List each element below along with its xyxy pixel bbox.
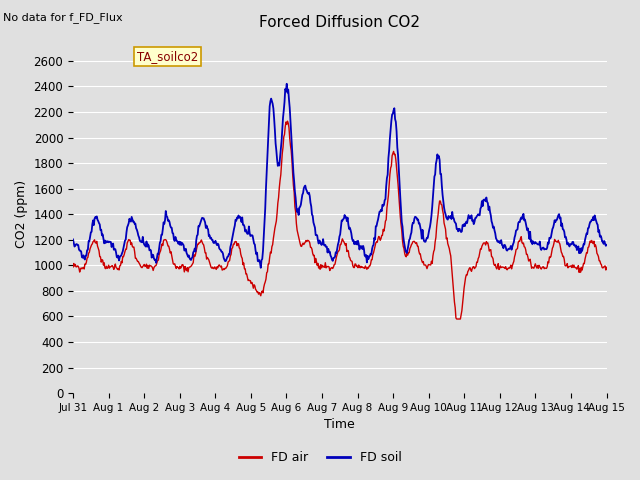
Text: No data for f_FD_Flux: No data for f_FD_Flux — [3, 12, 123, 23]
Title: Forced Diffusion CO2: Forced Diffusion CO2 — [259, 15, 420, 30]
Y-axis label: CO2 (ppm): CO2 (ppm) — [15, 180, 28, 248]
X-axis label: Time: Time — [324, 419, 355, 432]
Legend: FD air, FD soil: FD air, FD soil — [234, 446, 406, 469]
Text: TA_soilco2: TA_soilco2 — [137, 50, 198, 63]
